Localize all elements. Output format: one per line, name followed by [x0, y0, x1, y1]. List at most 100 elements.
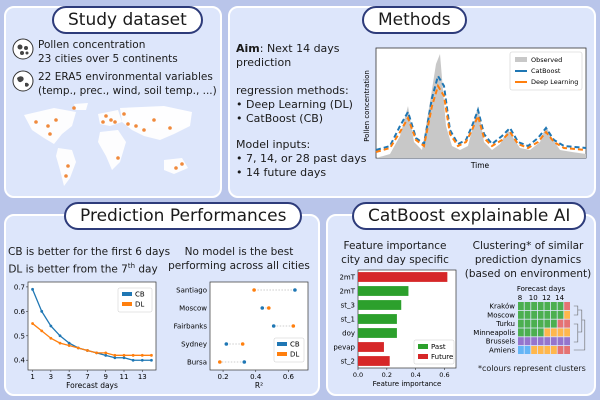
- legend-swatch-cb: [277, 342, 287, 346]
- heatmap-cell: [524, 337, 531, 346]
- city-dot: [116, 156, 120, 160]
- heatmap-tick: 10: [529, 294, 538, 302]
- legend-swatch-dl: [277, 352, 287, 356]
- feature-bar: [358, 328, 397, 338]
- heatmap-cell: [564, 346, 570, 354]
- heatmap-cell: [551, 346, 557, 354]
- inputs-item-past: 7, 14, or 28 past days: [236, 152, 366, 165]
- legend-observed: Observed: [531, 56, 562, 64]
- point-dl: [267, 306, 271, 310]
- point-dl: [291, 324, 296, 328]
- world-map: [24, 103, 192, 186]
- performance-left-line2-sup: th: [127, 262, 136, 270]
- timeseries-chart: Pollen concentration Time Observed CatBo…: [363, 47, 587, 170]
- era5-line2: (temp., prec., wind, soil temp., ...): [38, 85, 217, 97]
- heatmap-cell: [518, 319, 524, 328]
- heatmap-cell: [557, 319, 564, 328]
- city-dot: [72, 106, 76, 110]
- explain-title: CatBoost explainable AI: [352, 202, 587, 230]
- feature-importance-line2: city and day specific: [341, 254, 449, 266]
- point-dl: [218, 360, 222, 364]
- point-dl: [86, 349, 89, 352]
- heatmap-cell: [557, 346, 564, 354]
- point-dl: [58, 341, 62, 345]
- x-tick-label: 0.6: [439, 371, 449, 379]
- scatter-xlabel: R²: [255, 381, 263, 390]
- bar-xlabel: Feature importance: [373, 380, 442, 388]
- aim-label: Aim: [236, 42, 260, 55]
- performance-left-line2-end: day: [135, 263, 158, 276]
- city-label: Santiago: [176, 287, 207, 295]
- city-dot: [113, 120, 117, 124]
- point-cb: [49, 324, 53, 328]
- point-dl: [76, 346, 80, 350]
- series-line-dl: [32, 323, 152, 356]
- y-tick-label: 0.4: [14, 357, 26, 365]
- city-dot: [180, 162, 184, 166]
- point-cb: [31, 287, 34, 291]
- heatmap-cell: [564, 310, 570, 319]
- performance-right-line2: performing across all cities: [168, 260, 310, 272]
- point-dl: [252, 288, 256, 292]
- heatmap-row-label: Moscow: [487, 311, 515, 319]
- heatmap-cell: [544, 310, 551, 319]
- city-dots: [34, 106, 184, 178]
- heatmap-row-label: Amiens: [489, 347, 515, 355]
- feature-label: 2mT: [339, 288, 355, 296]
- point-cb: [131, 358, 135, 362]
- performance-right-line1: No model is the best: [184, 246, 294, 258]
- x-tick-label: 7: [85, 373, 89, 381]
- city-label: Fairbanks: [174, 323, 208, 331]
- heatmap-cell: [564, 328, 570, 337]
- x-tick-label: 0.2: [382, 371, 392, 379]
- point-dl: [113, 353, 117, 357]
- regression-item-cb: CatBoost (CB): [236, 112, 323, 125]
- heatmap-cell: [551, 302, 557, 310]
- pollen-line1: Pollen concentration: [38, 39, 146, 51]
- y-tick-label: 0.5: [14, 332, 25, 340]
- y-tick-label: 0.7: [14, 283, 25, 291]
- feature-bar: [358, 314, 397, 324]
- feature-bar: [358, 342, 384, 352]
- feature-label: st_1: [341, 316, 355, 324]
- feature-label: st_3: [341, 302, 355, 310]
- heatmap-cell: [564, 319, 570, 328]
- legend-label-dl: DL: [135, 301, 144, 309]
- city-dot: [64, 174, 68, 178]
- timeseries-legend: Observed CatBoost Deep Learning: [509, 51, 583, 91]
- observed-area: [376, 54, 586, 158]
- heatmap-cell: [551, 328, 557, 337]
- heatmap-cell: [531, 328, 537, 337]
- city-dot: [134, 124, 138, 128]
- x-tick-label: 0.6: [283, 373, 295, 381]
- heatmap-row-label: Kraków: [489, 303, 515, 311]
- legend-label-cb: CB: [135, 291, 145, 299]
- city-label: Moscow: [179, 305, 207, 313]
- heatmap-cell: [531, 337, 537, 346]
- x-tick-label: 5: [67, 373, 71, 381]
- y-tick-label: 0.6: [14, 308, 26, 316]
- legend-label-future: Future: [431, 353, 453, 361]
- heatmap-cell: [524, 302, 531, 310]
- point-dl: [140, 353, 144, 357]
- city-dot: [34, 120, 38, 124]
- heatmap-cell: [544, 328, 551, 337]
- city-dot: [46, 124, 50, 128]
- heatmap-cell: [531, 346, 537, 354]
- pollen-icon: [12, 38, 34, 60]
- x-tick-label: 11: [120, 373, 129, 381]
- point-cb: [122, 356, 126, 360]
- feature-bar: [358, 356, 390, 366]
- heatmap-cell: [557, 302, 564, 310]
- heatmap-tick: 14: [555, 294, 564, 302]
- heatmap-cell: [551, 319, 557, 328]
- methods-title: Methods: [362, 6, 467, 34]
- performance-left-line2: DL is better from the 7th day: [8, 260, 158, 277]
- heatmap-cell: [551, 337, 557, 346]
- heatmap-cell: [557, 310, 564, 319]
- point-cb: [140, 358, 144, 362]
- x-tick-label: 3: [49, 373, 53, 381]
- city-label: Bursa: [187, 359, 207, 367]
